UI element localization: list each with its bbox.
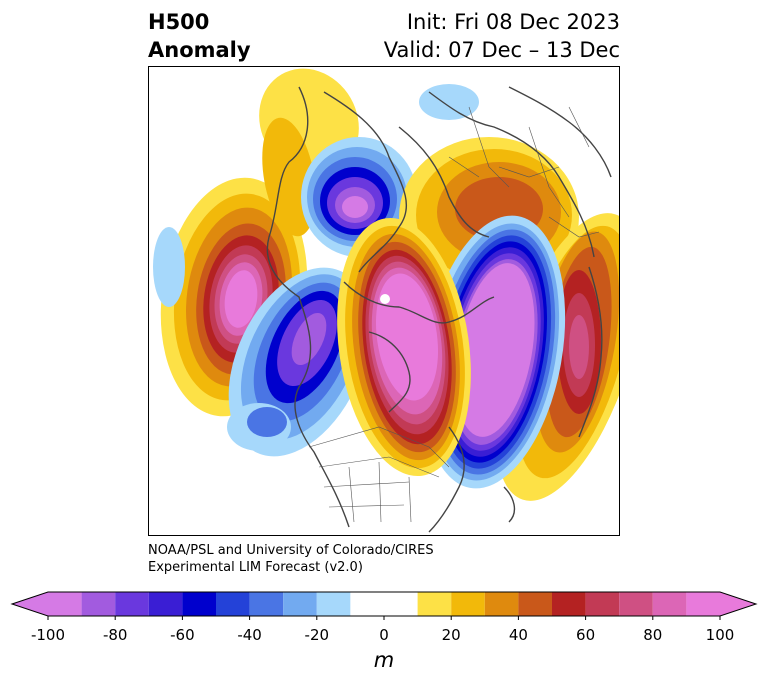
colorbar-swatch	[417, 592, 452, 616]
forecast-dates: Init: Fri 08 Dec 2023 Valid: 07 Dec – 13…	[384, 8, 620, 64]
colorbar-swatch	[619, 592, 653, 616]
central-arctic-ridge	[337, 217, 471, 477]
coastlines	[266, 86, 612, 533]
colorbar-tick-label: -60	[170, 626, 195, 644]
colorbar-tick-label: -40	[237, 626, 262, 644]
credit-line-2: Experimental LIM Forecast (v2.0)	[148, 560, 363, 575]
colorbar-tick-label: 80	[643, 626, 663, 644]
colorbar-units: m	[373, 648, 395, 672]
colorbar-swatch	[283, 592, 317, 616]
colorbar-swatch	[552, 592, 586, 616]
colorbar-swatch	[686, 592, 720, 616]
north-blue-patch	[419, 84, 479, 120]
colorbar-tick-label: 0	[379, 626, 389, 644]
colorbar-tick-label: -20	[304, 626, 330, 644]
colorbar-swatch	[148, 592, 183, 616]
colorbar-tick-label: 60	[576, 626, 596, 644]
colorbar-swatch	[216, 592, 250, 616]
anomaly-map	[148, 66, 620, 536]
colorbar-swatch	[652, 592, 687, 616]
north-pole-marker	[380, 294, 390, 304]
title-anomaly: Anomaly	[148, 38, 251, 62]
colorbar-swatch	[81, 592, 116, 616]
colorbar-tick-label: -80	[102, 626, 128, 644]
colorbar-tick-label: -100	[30, 626, 66, 644]
colorbar-tick-label: 20	[441, 626, 461, 644]
south-blue-core	[247, 407, 287, 437]
colorbar	[10, 591, 758, 620]
colorbar-swatch	[115, 592, 149, 616]
colorbar-swatch	[585, 592, 620, 616]
credit: NOAA/PSL and University of Colorado/CIRE…	[148, 542, 434, 576]
colorbar-swatch	[484, 592, 519, 616]
credit-line-1: NOAA/PSL and University of Colorado/CIRE…	[148, 543, 434, 558]
political-borders	[308, 106, 600, 523]
pacific-ridge	[160, 177, 308, 417]
colorbar-swatch	[182, 592, 216, 616]
west-blue-patch	[153, 227, 185, 307]
siberian-trough	[422, 215, 566, 489]
colorbar-under-arrow	[12, 592, 48, 616]
colorbar-tick-label: 40	[508, 626, 528, 644]
colorbar-swatch	[451, 592, 485, 616]
colorbar-swatch	[48, 592, 82, 616]
colorbar-swatch	[316, 592, 351, 616]
colorbar-swatch	[518, 592, 552, 616]
colorbar-swatch	[249, 592, 284, 616]
valid-range: Valid: 07 Dec – 13 Dec	[383, 38, 620, 62]
map-svg	[153, 68, 619, 533]
init-date: Init: Fri 08 Dec 2023	[406, 10, 620, 34]
colorbar-over-arrow	[720, 592, 756, 616]
plot-title: H500 Anomaly	[148, 8, 251, 64]
colorbar-swatch	[350, 592, 418, 616]
title-variable: H500	[148, 10, 210, 34]
colorbar-tick-label: 100	[705, 626, 735, 644]
